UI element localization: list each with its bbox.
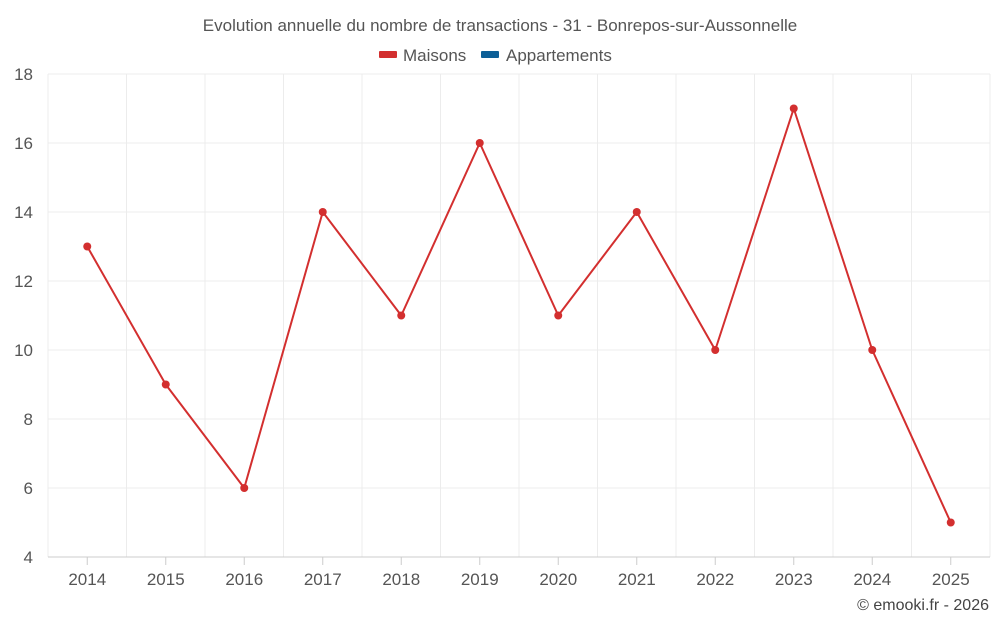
x-tick-label: 2015 [147,570,185,589]
data-point[interactable] [240,484,249,492]
data-point[interactable] [789,104,798,113]
legend-item-appartements[interactable]: Appartements [481,46,612,65]
legend-label-maisons: Maisons [403,46,466,65]
x-tick-label: 2017 [304,570,342,589]
series-line [86,107,952,523]
y-tick-label: 10 [14,341,33,360]
x-tick-label: 2021 [618,570,656,589]
credit-text: © emooki.fr - 2026 [857,597,989,614]
x-tick-label: 2024 [853,570,891,589]
data-point[interactable] [397,311,406,320]
grid [47,73,991,557]
y-tick-label: 18 [14,65,33,84]
x-tick-label: 2014 [68,570,106,589]
x-tick-label: 2023 [775,570,813,589]
y-tick-label: 8 [24,410,33,429]
data-point[interactable] [318,208,327,216]
x-tick-label: 2020 [539,570,577,589]
data-point[interactable] [711,346,720,354]
legend-label-appartements: Appartements [506,46,612,65]
data-point[interactable] [868,346,877,354]
data-point[interactable] [632,208,641,216]
x-tick-label: 2016 [225,570,263,589]
y-tick-label: 4 [24,548,33,567]
data-point[interactable] [554,311,563,320]
data-point[interactable] [475,139,484,147]
data-point[interactable] [946,518,955,527]
x-axis-ticks: 2014 2015 2016 2017 2018 2019 2020 2021 2022 2023… [68,557,970,589]
y-tick-label: 14 [14,203,33,222]
legend-swatch-maisons [379,51,397,58]
x-tick-label: 2022 [696,570,734,589]
y-tick-label: 16 [14,134,33,153]
legend-item-maisons[interactable]: Maisons [379,46,466,65]
x-tick-label: 2019 [461,570,499,589]
data-point[interactable] [83,242,92,251]
chart-title: Evolution annuelle du nombre de transact… [203,16,797,35]
data-point[interactable] [161,380,170,389]
x-tick-label: 2018 [382,570,420,589]
y-tick-label: 6 [24,479,33,498]
legend: Maisons Appartements [379,46,612,65]
y-tick-label: 12 [14,272,33,291]
x-tick-label: 2025 [932,570,970,589]
series-maisons [83,104,955,527]
y-axis-ticks: 4 6 8 10 12 14 16 18 [14,65,33,567]
legend-swatch-appartements [481,51,499,58]
